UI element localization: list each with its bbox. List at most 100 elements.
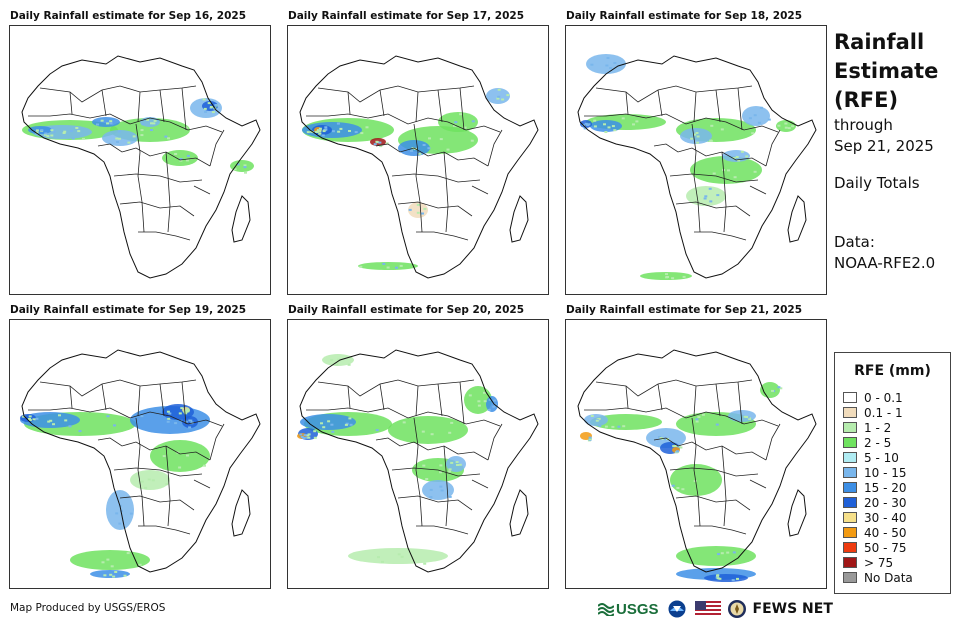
rainfall-speckle bbox=[375, 429, 379, 432]
madagascar-outline bbox=[787, 489, 807, 537]
rainfall-speckle bbox=[345, 422, 349, 425]
rainfall-speckle bbox=[386, 266, 390, 269]
rainfall-speckle bbox=[138, 563, 142, 566]
rainfall-speckle bbox=[663, 438, 667, 441]
rainfall-speckle bbox=[51, 127, 55, 129]
country-border bbox=[119, 495, 195, 511]
rainfall-speckle bbox=[64, 419, 68, 422]
rainfall-speckle bbox=[243, 164, 247, 167]
map-panel-sep16 bbox=[9, 25, 271, 295]
logo-strip: USGS FEWS NET bbox=[598, 598, 833, 620]
rainfall-area bbox=[70, 550, 150, 570]
rainfall-speckle bbox=[459, 113, 463, 116]
rainfall-speckle bbox=[331, 430, 335, 433]
rainfall-speckle bbox=[477, 404, 481, 407]
map-credit: Map Produced by USGS/EROS bbox=[10, 602, 166, 614]
rainfall-speckle bbox=[784, 126, 788, 129]
rainfall-speckle bbox=[718, 577, 722, 580]
rainfall-speckle bbox=[58, 414, 61, 417]
rainfall-speckle bbox=[327, 420, 331, 423]
rainfall-speckle bbox=[767, 118, 771, 121]
rainfall-speckle bbox=[588, 436, 592, 439]
country-border bbox=[165, 151, 171, 233]
rainfall-speckle bbox=[416, 211, 420, 214]
rainfall-speckle bbox=[186, 408, 189, 411]
rainfall-area bbox=[28, 126, 52, 134]
rainfall-speckle bbox=[324, 126, 328, 129]
rainfall-speckle bbox=[304, 436, 308, 439]
rainfall-area bbox=[680, 128, 712, 144]
rainfall-speckle bbox=[759, 106, 763, 109]
rainfall-speckle bbox=[736, 577, 739, 580]
rainfall-speckle bbox=[732, 157, 736, 160]
rainfall-speckle bbox=[716, 574, 720, 577]
rainfall-speckle bbox=[365, 126, 369, 129]
rainfall-speckle bbox=[44, 133, 47, 136]
rainfall-speckle bbox=[720, 552, 724, 555]
rainfall-speckle bbox=[115, 512, 119, 515]
rainfall-speckle bbox=[439, 485, 443, 488]
rainfall-speckle bbox=[470, 139, 474, 142]
rainfall-speckle bbox=[676, 487, 680, 489]
rainfall-speckle bbox=[745, 155, 749, 158]
rainfall-speckle bbox=[96, 123, 99, 126]
rainfall-speckle bbox=[50, 129, 54, 132]
country-border bbox=[138, 231, 191, 241]
daily-totals-label: Daily Totals bbox=[834, 174, 920, 192]
rainfall-speckle bbox=[112, 575, 116, 578]
rainfall-speckle bbox=[117, 137, 121, 140]
country-border bbox=[443, 151, 449, 233]
legend-swatch bbox=[843, 437, 857, 448]
country-border bbox=[413, 417, 423, 527]
rainfall-speckle bbox=[497, 95, 501, 98]
rainfall-speckle bbox=[150, 122, 153, 125]
rainfall-speckle bbox=[492, 405, 496, 408]
rainfall-area bbox=[670, 464, 722, 496]
side-title-block: Rainfall Estimate (RFE) through Sep 21, … bbox=[834, 28, 964, 274]
rainfall-speckle bbox=[777, 124, 781, 127]
panel-title-sep18: Daily Rainfall estimate for Sep 18, 2025 bbox=[566, 10, 803, 22]
rainfall-speckle bbox=[110, 565, 114, 568]
rainfall-speckle bbox=[44, 132, 48, 135]
legend-label: 40 - 50 bbox=[864, 525, 907, 540]
rainfall-speckle bbox=[463, 126, 467, 129]
rainfall-speckle bbox=[421, 430, 425, 433]
rainfall-speckle bbox=[153, 119, 157, 122]
rainfall-speckle bbox=[740, 150, 744, 153]
title-line-rainfall: Rainfall bbox=[834, 30, 925, 54]
country-border bbox=[595, 379, 753, 397]
legend-swatch bbox=[843, 512, 857, 523]
country-border bbox=[443, 445, 449, 527]
rainfall-speckle bbox=[207, 102, 211, 105]
rainfall-speckle bbox=[448, 468, 452, 471]
rainfall-speckle bbox=[632, 123, 635, 126]
rainfall-speckle bbox=[349, 423, 353, 426]
rainfall-speckle bbox=[672, 445, 676, 448]
us-flag-icon bbox=[694, 601, 721, 617]
rainfall-speckle bbox=[477, 400, 481, 403]
country-border bbox=[306, 407, 501, 427]
rainfall-speckle bbox=[613, 62, 617, 64]
country-border bbox=[113, 173, 203, 183]
rainfall-speckle bbox=[430, 433, 434, 436]
rainfall-speckle bbox=[483, 391, 486, 394]
rainfall-speckle bbox=[151, 479, 155, 482]
rainfall-speckle bbox=[337, 358, 341, 361]
legend-swatch bbox=[843, 482, 857, 493]
legend-item: 20 - 30 bbox=[843, 495, 907, 510]
country-border bbox=[317, 379, 475, 397]
rainfall-speckle bbox=[777, 386, 781, 389]
country-border bbox=[193, 129, 225, 195]
rainfall-speckle bbox=[708, 187, 712, 190]
rainfall-speckle bbox=[382, 262, 386, 265]
rainfall-speckle bbox=[35, 129, 39, 132]
rainfall-speckle bbox=[757, 121, 761, 124]
rainfall-speckle bbox=[701, 413, 705, 416]
rainfall-speckle bbox=[493, 399, 497, 402]
through-label: through bbox=[834, 116, 893, 134]
rainfall-speckle bbox=[611, 125, 615, 128]
rainfall-speckle bbox=[471, 120, 475, 123]
country-border bbox=[69, 381, 187, 425]
rainfall-speckle bbox=[178, 412, 182, 415]
rainfall-speckle bbox=[313, 430, 317, 433]
